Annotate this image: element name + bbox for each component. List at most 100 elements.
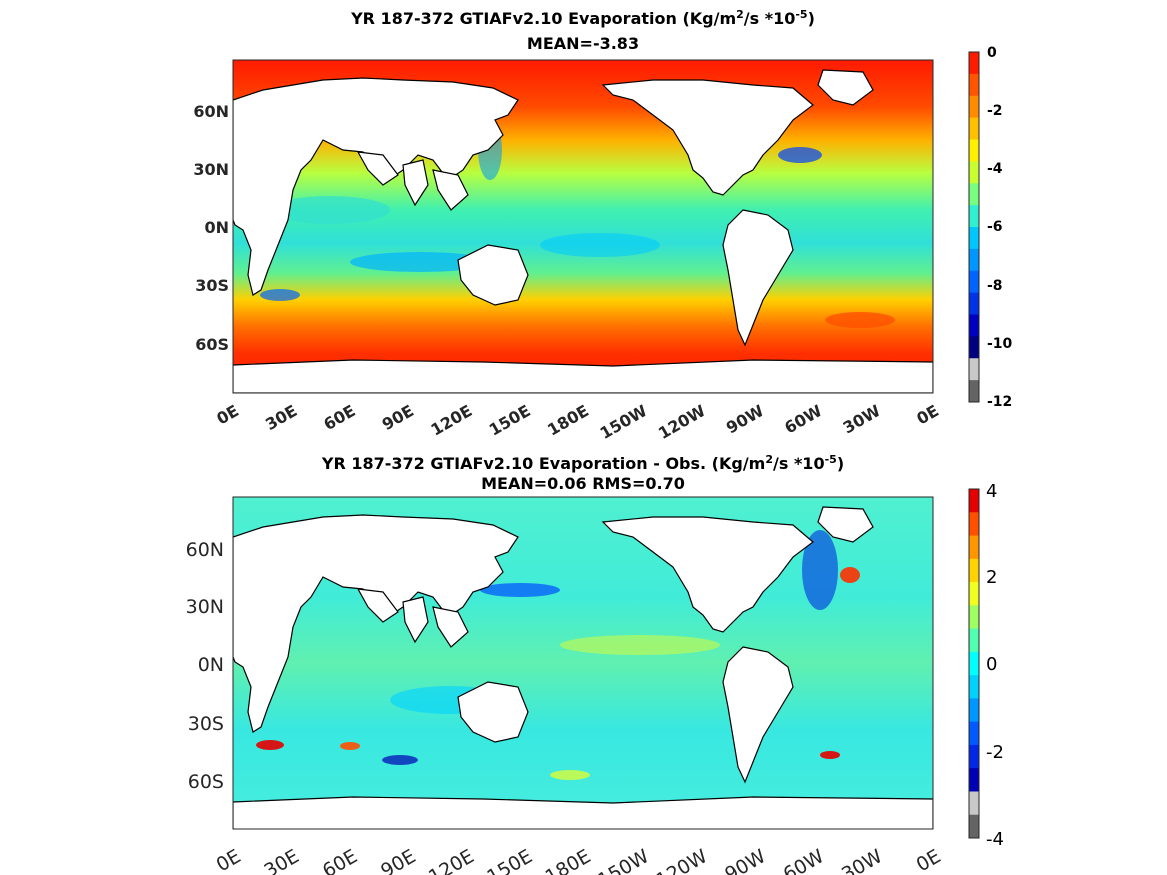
bottom-xtick-label: 60E (319, 845, 361, 875)
colorbar-band (969, 139, 979, 162)
bottom-chart-subtitle: MEAN=0.06 RMS=0.70 (481, 474, 685, 493)
colorbar-band (969, 558, 979, 583)
bottom-xtick-label: 180E (542, 845, 595, 875)
bottom-ytick-label: 0N (198, 654, 224, 676)
colorbar-band (969, 698, 979, 723)
bottom-colorbar-ticks: 4 2 0 -2 -4 (986, 481, 1004, 850)
colorbar-band (969, 183, 979, 206)
bottom-xtick-label: 150E (483, 845, 536, 875)
top-cbtick-label: -10 (987, 336, 1013, 352)
colorbar-band (969, 535, 979, 560)
top-cbtick-label: -12 (987, 394, 1012, 410)
bottom-xtick-label: 0E (213, 845, 245, 875)
bottom-map-field (233, 497, 933, 829)
top-ytick-label: 30N (193, 160, 229, 179)
top-panel: YR 187-372 GTIAFv2.10 Evaporation (Kg/m2… (193, 8, 1012, 443)
colorbar-frame (968, 51, 980, 403)
colorbar-band (969, 73, 979, 97)
bottom-xtick-label: 30W (838, 845, 886, 875)
colorbar-band (969, 628, 979, 653)
bottom-xtick-label: 120E (425, 845, 478, 875)
colorbar-band (969, 117, 979, 140)
top-xtick-label: 60E (320, 401, 358, 434)
colorbar-band (969, 582, 979, 606)
top-y-ticks: 60N 30N 0N 30S 60S (193, 102, 229, 354)
colorbar-band (969, 675, 979, 699)
top-chart-title: YR 187-372 GTIAFv2.10 Evaporation (Kg/m2… (350, 8, 815, 28)
top-xtick-label: 180E (544, 401, 592, 440)
top-ytick-label: 60S (195, 335, 229, 354)
bottom-ytick-label: 60S (188, 771, 224, 793)
colorbar-band (969, 768, 979, 792)
top-xtick-label: 30W (840, 401, 884, 438)
top-xtick-label: 150E (486, 401, 534, 440)
top-colorbar (968, 51, 980, 403)
colorbar-band (969, 605, 979, 630)
colorbar-band (969, 248, 979, 272)
top-cbtick-label: -8 (987, 278, 1003, 294)
colorbar-band (969, 336, 979, 359)
colorbar-frame (968, 488, 980, 839)
top-cbtick-label: -2 (987, 103, 1003, 119)
bottom-xtick-label: 60W (780, 845, 828, 875)
colorbar-band (969, 744, 979, 769)
top-colorbar-ticks: 0 -2 -4 -6 -8 -10 -12 (987, 45, 1013, 410)
top-cbtick-label: -4 (987, 161, 1003, 177)
bottom-ytick-label: 60N (186, 539, 224, 561)
bottom-ytick-label: 30N (186, 596, 224, 618)
bottom-chart-title: YR 187-372 GTIAFv2.10 Evaporation - Obs.… (321, 453, 844, 473)
bottom-cbtick-label: 4 (986, 481, 997, 502)
top-ytick-label: 30S (195, 276, 229, 295)
colorbar-band (969, 292, 979, 315)
colorbar-band (969, 227, 979, 250)
colorbar-band (969, 205, 979, 228)
bottom-xtick-label: 90W (721, 845, 769, 875)
top-chart-subtitle: MEAN=-3.83 (527, 34, 639, 53)
colorbar-band (969, 512, 979, 537)
top-map-field (233, 60, 933, 393)
colorbar-band (969, 791, 979, 816)
top-map-frame (232, 59, 934, 394)
top-xtick-label: 90E (379, 401, 417, 434)
colorbar-band (969, 95, 979, 119)
bottom-cbtick-label: -2 (986, 742, 1004, 763)
colorbar-band (969, 721, 979, 746)
colorbar-band (969, 52, 979, 75)
bottom-cbtick-label: -4 (986, 829, 1004, 850)
top-xtick-label: 150W (597, 401, 651, 443)
bottom-cbtick-label: 0 (986, 654, 997, 675)
bottom-ytick-label: 30S (188, 713, 224, 735)
colorbar-band (969, 314, 979, 337)
bottom-colorbar (968, 488, 980, 839)
bottom-xtick-label: 120W (652, 845, 711, 875)
bottom-xtick-label: 30E (260, 845, 302, 875)
top-x-ticks: 0E 30E 60E 90E 120E 150E 180E 150W 120W 90W 60W 30W… (213, 401, 942, 443)
top-ytick-label: 60N (193, 102, 229, 121)
top-xtick-label: 0E (213, 401, 242, 428)
top-cbtick-label: 0 (987, 45, 997, 61)
bottom-map-frame (232, 496, 934, 830)
bottom-y-ticks: 60N 30N 0N 30S 60S (186, 539, 224, 793)
bottom-x-ticks: 0E 30E 60E 90E 120E 150E 180E 150W 120W 90W 60W 30W… (213, 845, 945, 875)
top-cbtick-label: -6 (987, 219, 1003, 235)
colorbar-band (969, 814, 979, 839)
top-xtick-label: 30E (262, 401, 300, 434)
colorbar-band (969, 161, 979, 184)
top-xtick-label: 120W (655, 401, 709, 443)
colorbar-band (969, 651, 979, 676)
bottom-cbtick-label: 2 (986, 567, 997, 588)
colorbar-band (969, 489, 979, 513)
bottom-xtick-label: 150W (594, 845, 653, 875)
colorbar-band (969, 358, 979, 381)
colorbar-band (969, 380, 979, 403)
bottom-panel: YR 187-372 GTIAFv2.10 Evaporation - Obs.… (186, 453, 1004, 875)
top-xtick-label: 90W (723, 401, 767, 438)
colorbar-band (969, 270, 979, 294)
top-xtick-label: 0E (913, 401, 942, 428)
bottom-xtick-label: 0E (913, 845, 945, 875)
top-xtick-label: 120E (427, 401, 475, 440)
top-ytick-label: 0N (204, 218, 229, 237)
bottom-xtick-label: 90E (377, 845, 419, 875)
top-xtick-label: 60W (781, 401, 825, 438)
